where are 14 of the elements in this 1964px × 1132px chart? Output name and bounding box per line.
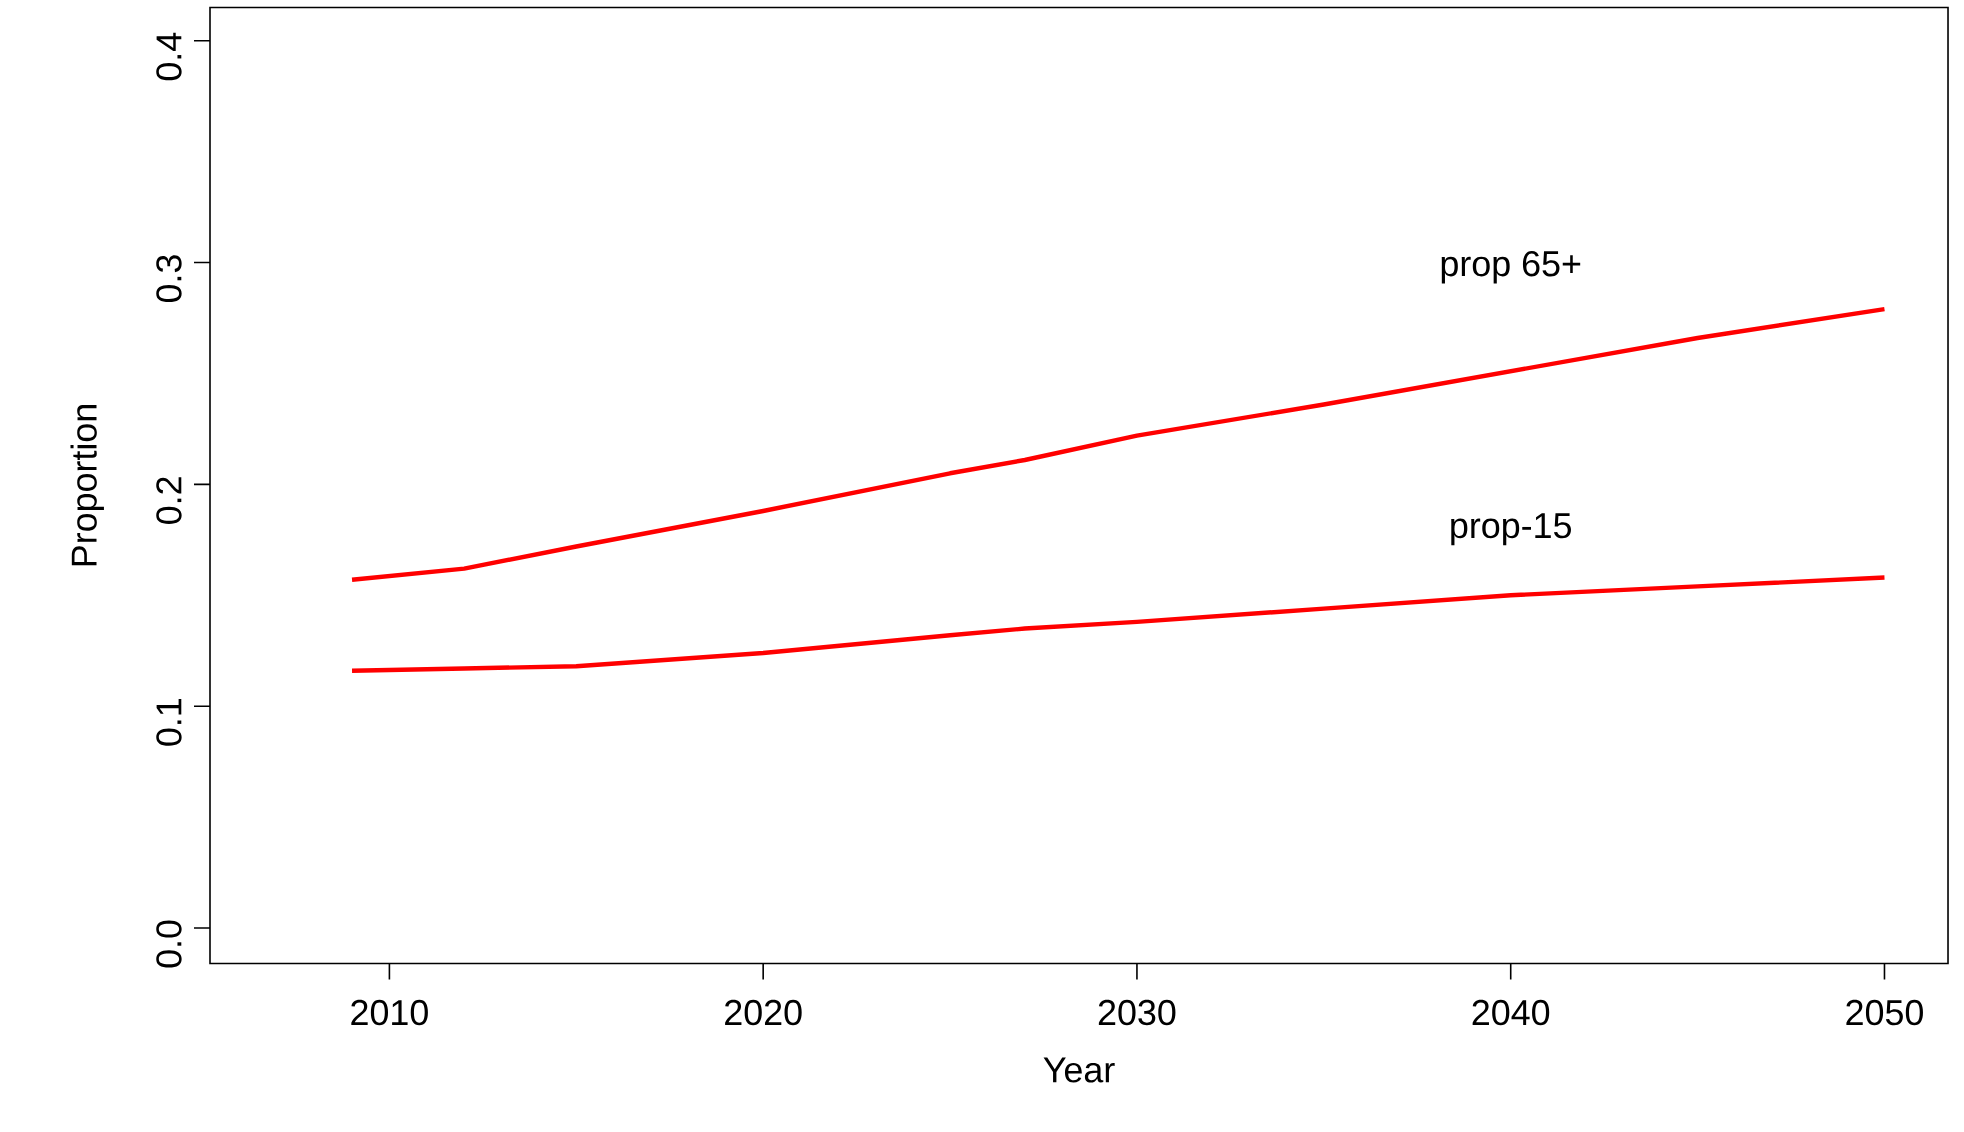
text: prop 65+: [1441, 250, 1581, 284]
x-tick-label: 2050: [1846, 999, 1923, 1026]
y-tick-label: 0.4: [156, 32, 182, 81]
y-tick-label: 0.3: [156, 255, 182, 303]
x-tick-label: 2010: [351, 999, 428, 1026]
x-tick-label: 2040: [1472, 999, 1550, 1026]
y-tick-label: 0.1: [156, 699, 182, 746]
x-axis-title: Year: [1043, 1057, 1115, 1083]
series-label: prop-15: [1451, 513, 1571, 546]
y-tick-label: 0.0: [156, 920, 182, 968]
y-tick-label: 0.2: [156, 477, 182, 524]
x-tick-label: 2020: [725, 999, 802, 1026]
x-tick-label: 2030: [1098, 999, 1176, 1026]
y-axis-title: Proportion: [70, 405, 104, 566]
